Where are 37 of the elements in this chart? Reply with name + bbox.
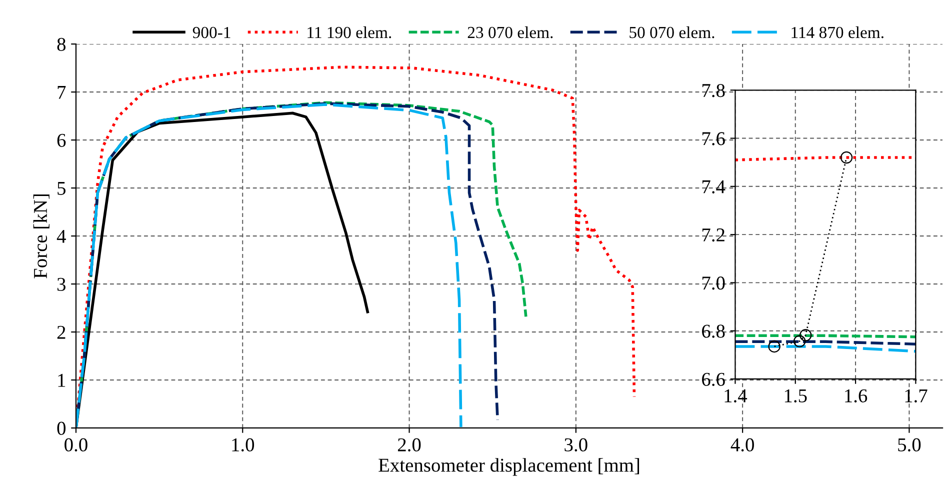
point xyxy=(768,340,780,353)
point xyxy=(799,329,812,342)
y-tick-label: 7.0 xyxy=(702,276,725,290)
y-tick-label: 5 xyxy=(58,182,66,195)
legend-label: 114 870 elem. xyxy=(792,26,884,38)
x-tick-label: 4.0 xyxy=(730,438,754,452)
x-tick-label: 0.0 xyxy=(64,438,88,452)
y-tick-label: 6.8 xyxy=(702,324,725,338)
x-tick-label: 1.6 xyxy=(845,389,868,402)
legend-label: 900-1 xyxy=(192,26,230,38)
y-tick-label: 6.6 xyxy=(702,372,725,386)
point xyxy=(793,335,806,348)
y-tick-label: 7.8 xyxy=(702,84,725,98)
y-tick-label: 6 xyxy=(57,134,66,147)
y-tick-label: 4 xyxy=(56,230,66,243)
x-axis-title: Extensometer displacement [mm] xyxy=(378,458,640,476)
x-tick-label: 1.5 xyxy=(784,389,807,402)
y-tick-label: 1 xyxy=(58,374,66,387)
x-tick-label: 1.4 xyxy=(724,389,748,402)
x-tick-label: 1.0 xyxy=(232,438,254,452)
legend-label: 23 070 elem. xyxy=(468,26,553,38)
x-tick-label: 5.0 xyxy=(898,438,921,452)
x-tick-label: 3.0 xyxy=(564,438,588,452)
y-tick-label: 3 xyxy=(57,278,66,291)
x-tick-label: 2.0 xyxy=(398,438,421,452)
y-tick-label: 7.6 xyxy=(702,132,725,146)
legend-label: 11 190 elem. xyxy=(308,26,392,38)
y-tick-label: 7 xyxy=(58,86,66,99)
y-tick-label: 2 xyxy=(57,326,66,339)
y-axis-title: Force [kN] xyxy=(33,194,50,278)
y-tick-label: 7.4 xyxy=(702,180,726,194)
y-tick-label: 8 xyxy=(57,38,66,51)
point xyxy=(840,151,853,164)
x-tick-label: 1.7 xyxy=(905,389,928,402)
y-tick-label: 7.2 xyxy=(702,228,724,242)
y-tick-label: 0 xyxy=(57,422,66,435)
legend-label: 50 070 elem. xyxy=(630,26,714,38)
